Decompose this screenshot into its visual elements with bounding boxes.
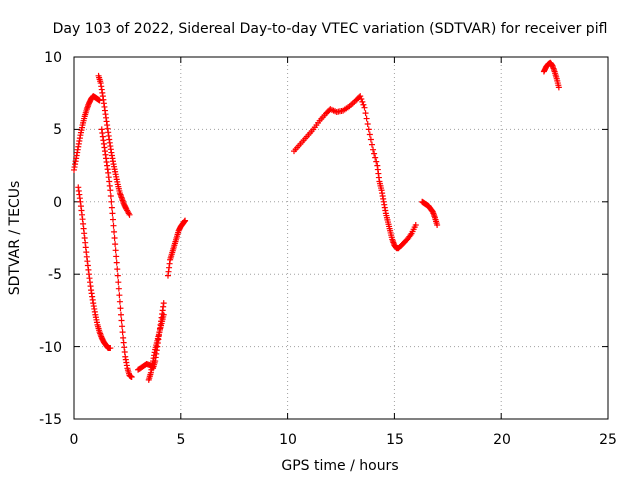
y-tick-label: -15 xyxy=(39,412,62,428)
x-tick-label: 10 xyxy=(279,432,297,448)
series-arc9 xyxy=(419,198,441,228)
data-point xyxy=(117,305,124,312)
data-point xyxy=(357,93,364,100)
data-point xyxy=(116,298,123,305)
data-point xyxy=(362,110,369,117)
grid xyxy=(74,57,608,419)
data-point xyxy=(109,216,116,223)
series-arc5 xyxy=(135,300,167,373)
y-tick-label: -10 xyxy=(39,340,62,356)
data-point xyxy=(372,154,379,161)
data-point xyxy=(112,241,119,248)
data-point xyxy=(108,198,115,205)
data-point xyxy=(111,228,118,235)
data-point xyxy=(370,146,377,153)
data-point xyxy=(109,210,116,217)
data-point xyxy=(118,317,125,324)
data-point xyxy=(366,131,373,138)
data-point xyxy=(182,217,189,224)
data-point xyxy=(360,101,367,108)
data-point xyxy=(96,97,103,104)
data-point xyxy=(126,211,133,218)
x-axis-label: GPS time / hours xyxy=(281,458,398,474)
data-point xyxy=(555,84,562,91)
data-point xyxy=(119,323,126,330)
series-arc6 xyxy=(145,311,167,383)
data-point xyxy=(361,104,368,111)
data-point xyxy=(160,300,167,307)
data-point xyxy=(367,136,374,143)
data-point xyxy=(112,247,119,254)
data-point xyxy=(160,311,167,318)
data-point xyxy=(107,345,114,352)
data-point xyxy=(115,285,122,292)
series-arc2 xyxy=(95,72,133,218)
data-point xyxy=(128,374,135,381)
series-arc4 xyxy=(98,126,135,381)
data-point xyxy=(115,279,122,286)
data-point xyxy=(113,259,120,266)
plot-frame xyxy=(73,56,609,420)
data-point xyxy=(365,126,372,133)
data-point xyxy=(358,95,365,102)
data-point xyxy=(111,235,118,241)
y-tick-label: 10 xyxy=(44,50,62,66)
x-tick-label: 25 xyxy=(599,432,617,448)
data-point xyxy=(364,120,371,127)
series-arc1 xyxy=(71,93,103,173)
data-point xyxy=(114,266,121,273)
data-points xyxy=(71,59,562,383)
data-point xyxy=(363,115,370,122)
ticks xyxy=(73,56,609,420)
x-tick-label: 0 xyxy=(70,432,79,448)
data-point xyxy=(110,222,117,229)
chart-title: Day 103 of 2022, Sidereal Day-to-day VTE… xyxy=(53,21,608,37)
data-point xyxy=(116,292,123,299)
data-point xyxy=(434,221,441,228)
data-point xyxy=(359,98,366,105)
series-arc8 xyxy=(291,93,419,252)
data-point xyxy=(368,141,375,148)
x-tick-label: 15 xyxy=(386,432,404,448)
data-point xyxy=(119,329,126,336)
y-tick-label: -5 xyxy=(48,267,62,283)
series-arc10 xyxy=(540,59,562,91)
data-point xyxy=(107,187,114,194)
x-tick-label: 20 xyxy=(493,432,511,448)
y-tick-label: 0 xyxy=(53,195,62,211)
series-arc7 xyxy=(164,217,189,279)
data-point xyxy=(113,253,120,260)
data-point xyxy=(108,204,115,211)
y-axis-label: SDTVAR / TECUs xyxy=(7,181,23,296)
data-point xyxy=(373,158,380,165)
x-tick-label: 5 xyxy=(177,432,186,448)
data-point xyxy=(117,311,124,318)
data-point xyxy=(107,193,114,200)
series-arc3 xyxy=(75,184,114,352)
y-tick-label: 5 xyxy=(53,122,62,138)
data-point xyxy=(412,221,419,228)
data-point xyxy=(371,150,378,157)
data-point xyxy=(114,272,121,279)
